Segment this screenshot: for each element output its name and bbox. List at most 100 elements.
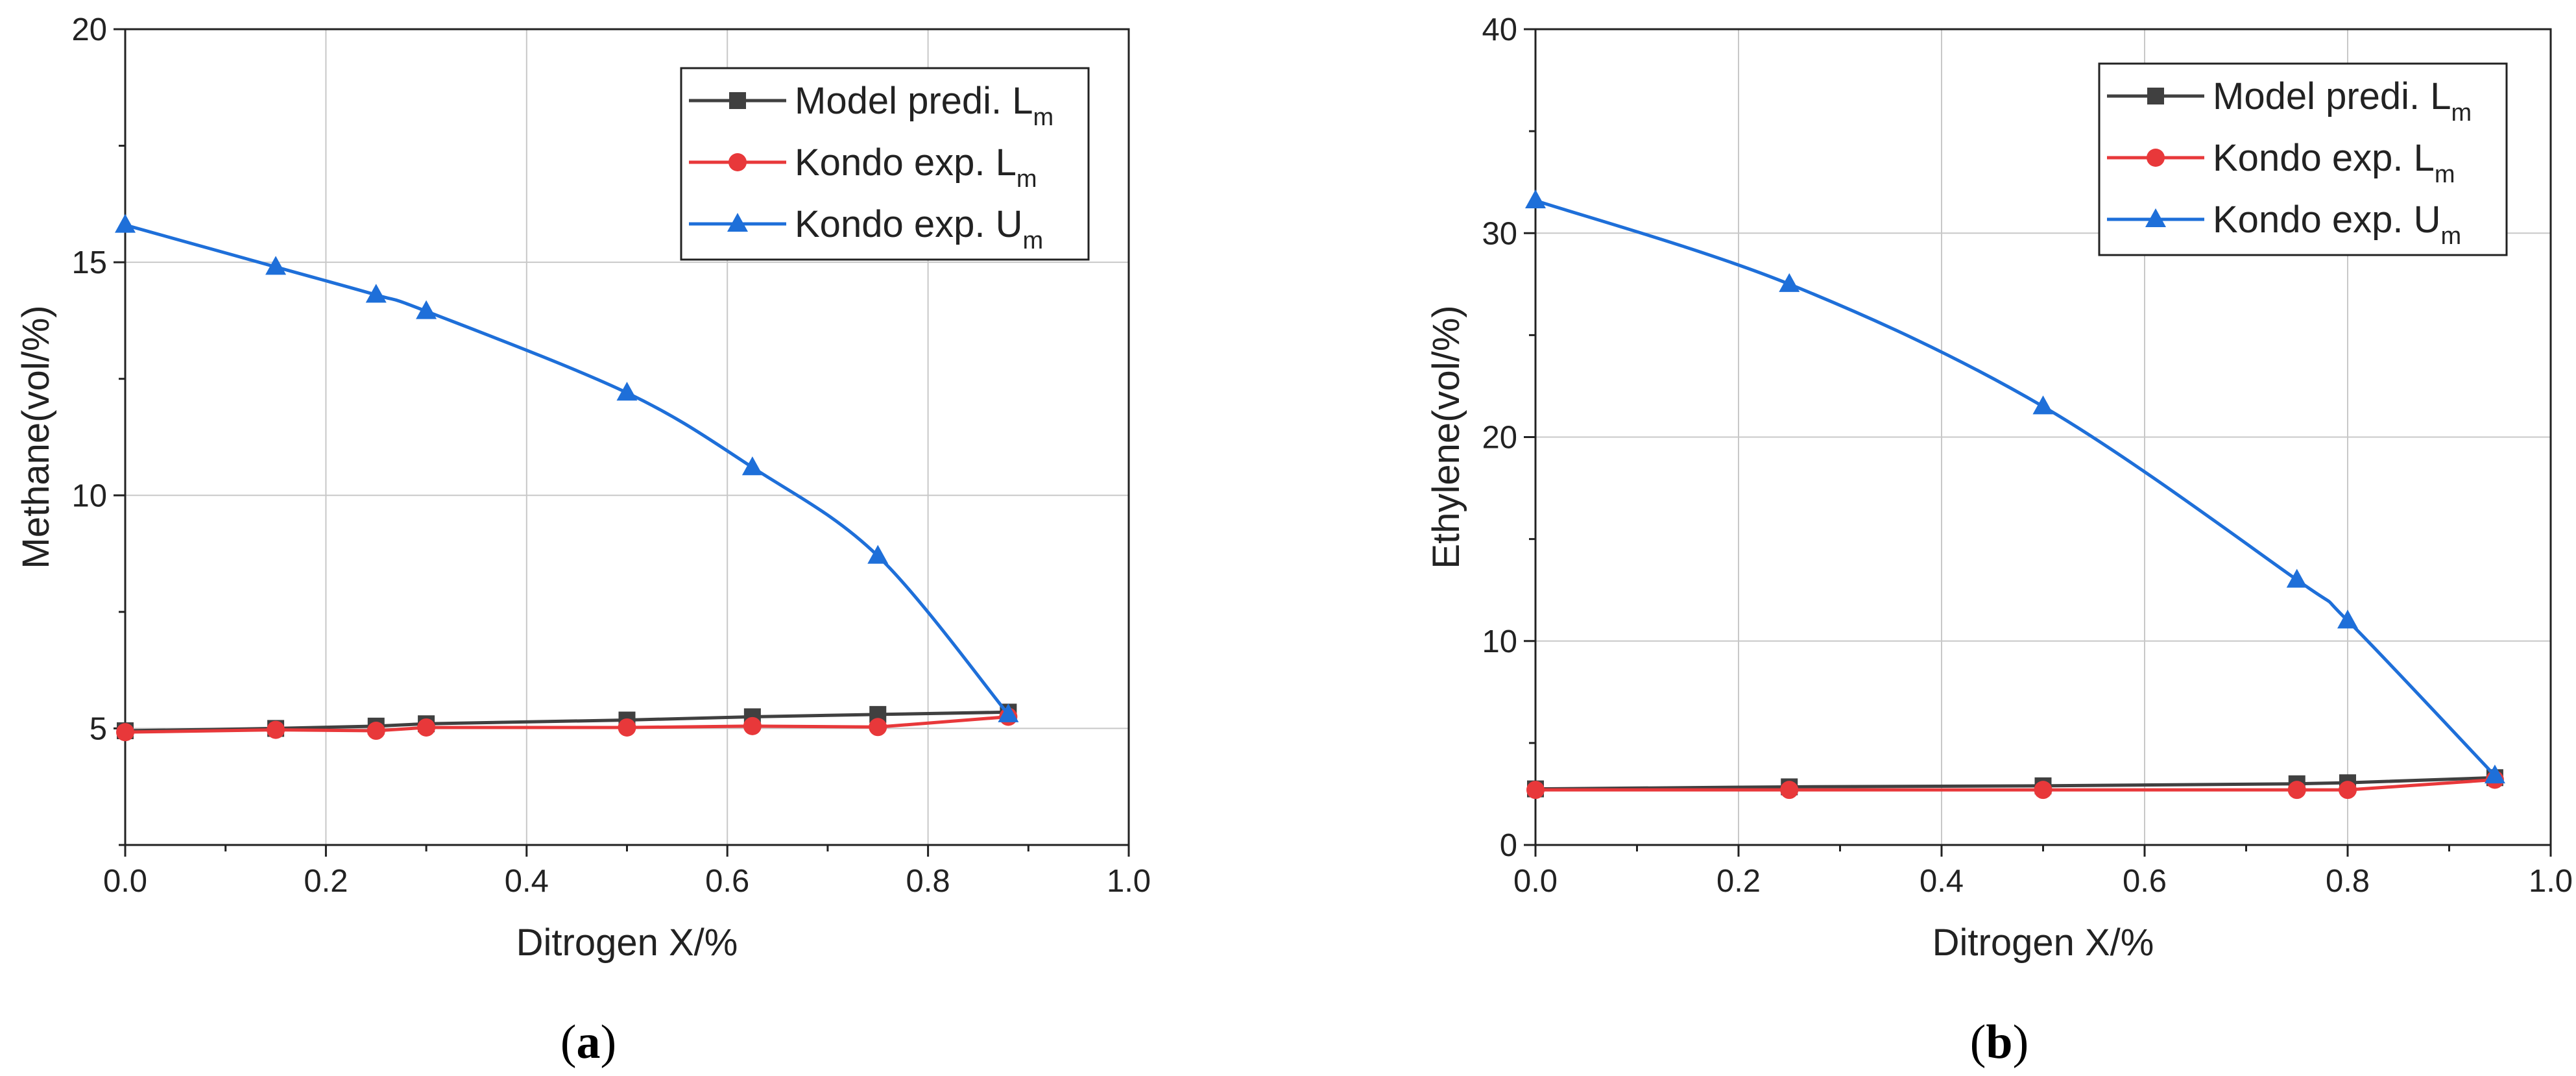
legend-label: Kondo exp. Lm	[795, 141, 1037, 193]
data-point	[618, 718, 636, 737]
x-tick-label: 0.6	[705, 864, 749, 899]
caption-close-paren: )	[2013, 1016, 2029, 1069]
data-point	[998, 703, 1019, 722]
series-3	[115, 214, 1019, 722]
legend-swatch-marker	[2147, 149, 2165, 167]
legend-label-text: Kondo exp. U	[2213, 199, 2440, 241]
data-point	[2034, 781, 2052, 800]
x-axis: 0.0 0.2 0.4 0.6 0.8 1.0	[1513, 845, 2573, 899]
x-tick-label: 0.6	[2123, 864, 2167, 899]
data-point	[2286, 569, 2307, 588]
caption-open-paren: (	[1970, 1016, 1986, 1069]
legend-label-text: Kondo exp. U	[795, 203, 1022, 245]
data-point	[365, 284, 387, 303]
legend-label: Kondo exp. Um	[795, 203, 1043, 254]
legend-label-subscript: m	[1022, 227, 1043, 254]
series-line	[125, 223, 1010, 716]
series-line	[125, 715, 1009, 734]
data-point	[1779, 273, 1800, 292]
legend-label: Model predi. Lm	[2213, 75, 2472, 127]
y-axis-title: Methane(vol/%)	[15, 305, 57, 569]
x-tick-label: 0.0	[1513, 864, 1558, 899]
legend-label-text: Model predi. L	[2213, 75, 2451, 117]
series-3	[1525, 189, 2505, 784]
series-line	[1535, 777, 2496, 792]
legend-label-subscript: m	[2440, 223, 2461, 250]
data-point	[2337, 609, 2358, 629]
y-tick-label: 15	[71, 245, 107, 280]
y-axis: 0 10 20 30 40	[1482, 12, 1535, 863]
series-1	[1527, 769, 2503, 798]
legend-label: Kondo exp. Um	[2213, 199, 2461, 250]
data-point	[1525, 189, 1546, 208]
data-point	[367, 722, 385, 740]
legend-entry: Kondo exp. Lm	[689, 141, 1037, 193]
y-tick-label: 20	[1482, 421, 1517, 456]
data-point	[741, 456, 763, 476]
data-point	[1526, 781, 1545, 800]
data-point	[1780, 781, 1799, 800]
y-axis: 5 10 15 20	[71, 12, 125, 846]
data-point	[743, 716, 762, 735]
legend-swatch-marker	[728, 153, 747, 171]
caption-open-paren: (	[560, 1016, 577, 1069]
legend-label-subscript: m	[2451, 99, 2472, 127]
y-tick-label: 0	[1500, 828, 1517, 863]
series-line	[125, 710, 1009, 733]
data-point	[116, 723, 134, 742]
data-point	[416, 300, 437, 319]
legend-label: Kondo exp. Lm	[2213, 137, 2455, 188]
data-point	[265, 256, 287, 275]
legend-label-text: Kondo exp. L	[795, 141, 1017, 184]
legend-entry: Model predi. Lm	[689, 80, 1053, 131]
series-line	[1535, 776, 2496, 791]
data-point	[616, 382, 638, 401]
data-point	[869, 718, 887, 737]
caption-letter: a	[577, 1016, 601, 1069]
legend-swatch-marker	[2147, 88, 2164, 104]
legend-entry: Kondo exp. Um	[689, 203, 1043, 254]
y-tick-label: 10	[71, 478, 107, 513]
x-tick-label: 0.2	[304, 864, 348, 899]
y-axis-title: Ethylene(vol/%)	[1425, 305, 1467, 569]
x-tick-label: 0.0	[103, 864, 147, 899]
x-tick-label: 1.0	[2529, 864, 2573, 899]
y-tick-label: 5	[90, 711, 107, 746]
data-point	[2339, 781, 2357, 800]
legend-swatch-marker	[2145, 208, 2166, 227]
data-point	[2287, 781, 2306, 800]
caption-close-paren: )	[601, 1016, 617, 1069]
series-2	[1526, 770, 2504, 800]
legend-label-text: Model predi. L	[795, 80, 1033, 122]
series-2	[116, 707, 1018, 742]
x-tick-label: 0.4	[1920, 864, 1964, 899]
panel-caption: (a)	[560, 1016, 616, 1069]
legend-entry: Model predi. Lm	[2107, 75, 2472, 127]
panel-caption: (b)	[1970, 1016, 2028, 1069]
legend-label-text: Kondo exp. L	[2213, 137, 2435, 179]
legend-label-subscript: m	[2435, 161, 2455, 188]
legend-swatch-marker	[729, 92, 746, 109]
y-tick-label: 20	[71, 12, 107, 47]
x-axis: 0.0 0.2 0.4 0.6 0.8 1.0	[103, 845, 1151, 899]
data-point	[2032, 395, 2054, 415]
x-axis-title: Ditrogen X/%	[1932, 922, 2154, 964]
legend-label-subscript: m	[1033, 104, 1054, 131]
x-tick-label: 1.0	[1107, 864, 1151, 899]
caption-letter: b	[1986, 1016, 2012, 1069]
y-tick-label: 10	[1482, 624, 1517, 659]
series-line	[1535, 199, 2496, 777]
x-tick-label: 0.8	[2326, 864, 2370, 899]
x-tick-label: 0.8	[906, 864, 950, 899]
x-tick-label: 0.4	[505, 864, 549, 899]
y-tick-label: 30	[1482, 216, 1517, 251]
y-tick-label: 40	[1482, 12, 1517, 47]
data-point	[267, 720, 285, 739]
data-point	[2484, 764, 2505, 784]
legend-entry: Kondo exp. Lm	[2107, 137, 2455, 188]
legend-label-subscript: m	[1017, 165, 1037, 193]
chart-panel-a: 0.0 0.2 0.4 0.6 0.8 1.0 5 10 15 20 Ditrogen X/% Met…	[15, 12, 1151, 1069]
